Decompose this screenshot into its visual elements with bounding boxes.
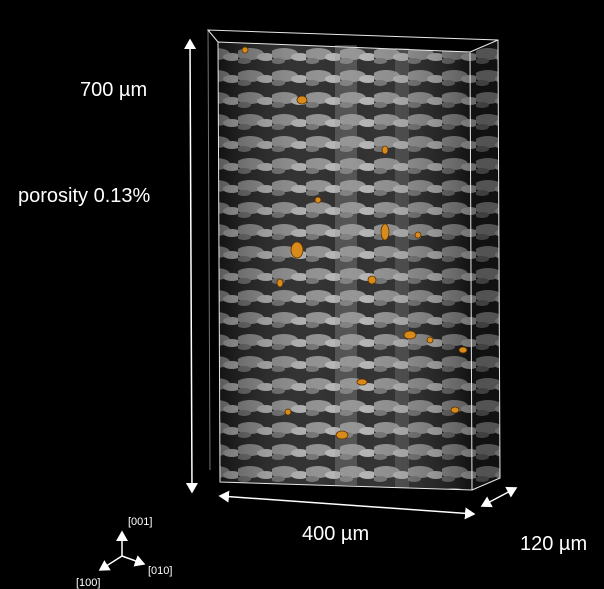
height-arrow	[190, 40, 192, 492]
axis-label: [010]	[148, 565, 172, 577]
width-arrow	[220, 496, 474, 514]
width-label: 400 µm	[302, 523, 369, 545]
height-label: 700 µm	[80, 79, 147, 101]
render-view: 700 µm porosity 0.13% 400 µm 120 µm [001…	[0, 0, 604, 589]
sample-volume	[208, 30, 500, 490]
depth-label: 120 µm	[520, 533, 587, 555]
axis-triad: [001] [010] [100]	[76, 516, 172, 589]
porosity-label: porosity 0.13%	[18, 185, 151, 207]
axis-label: [100]	[76, 577, 100, 589]
depth-arrow	[482, 488, 516, 506]
axis-label: [001]	[128, 516, 152, 528]
